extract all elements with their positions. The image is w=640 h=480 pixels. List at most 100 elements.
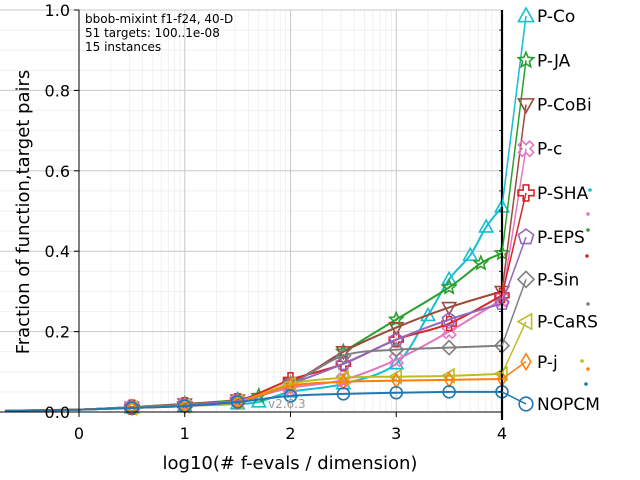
legend-label-NOPCM: NOPCM xyxy=(537,395,600,415)
marker-shape xyxy=(472,254,490,271)
version-label: v2.6.3 xyxy=(268,397,306,411)
marker-shape xyxy=(335,355,351,371)
series-marker xyxy=(472,254,490,271)
marker-shape xyxy=(494,287,510,304)
series-marker xyxy=(441,311,457,327)
marker-shape xyxy=(478,218,495,233)
marker-shape xyxy=(516,270,536,289)
marker-shape xyxy=(440,339,458,356)
x-tick-label: 2 xyxy=(285,424,295,443)
marker-shape xyxy=(391,372,402,390)
series-marker xyxy=(517,98,535,115)
series-marker xyxy=(232,393,243,411)
marker-shape xyxy=(516,312,533,331)
series-marker xyxy=(462,246,479,261)
info-line-2: 51 targets: 100..1e-08 xyxy=(85,26,220,40)
series-marker xyxy=(338,373,349,391)
legend-dot xyxy=(586,212,590,216)
marker-shape xyxy=(520,352,532,372)
series-marker xyxy=(388,341,405,358)
marker-shape xyxy=(517,184,535,202)
series-marker xyxy=(388,331,404,347)
marker-shape xyxy=(388,321,405,337)
series-marker xyxy=(517,228,535,245)
marker-shape xyxy=(336,387,351,401)
series-marker xyxy=(282,372,299,388)
legend-label-P-CaRS: P-CaRS xyxy=(537,313,598,333)
y-tick-label: 0.8 xyxy=(45,81,70,100)
marker-shape xyxy=(517,139,535,158)
y-tick-label: 1.0 xyxy=(45,1,70,20)
x-tick-label: 1 xyxy=(180,424,190,443)
series-marker xyxy=(517,184,535,202)
legend-connector-P-JA xyxy=(501,60,527,254)
marker-shape xyxy=(230,395,245,409)
legend-dot xyxy=(585,254,589,258)
marker-shape xyxy=(338,373,349,391)
marker-shape xyxy=(126,399,138,417)
series-marker xyxy=(494,287,510,304)
series-marker xyxy=(389,385,403,400)
legend-connector-P-CoBi xyxy=(501,104,527,292)
marker-shape xyxy=(517,6,535,23)
series-marker xyxy=(517,6,535,23)
legend-label-P-Sin: P-Sin xyxy=(537,270,579,290)
legend-label-P-SHA: P-SHA xyxy=(537,184,589,204)
series-marker xyxy=(441,301,458,317)
marker-shape xyxy=(232,393,243,411)
info-line-1: bbob-mixint f1-f24, 40-D xyxy=(85,12,233,26)
marker-shape xyxy=(282,372,299,388)
axes-frame xyxy=(0,10,504,420)
series-marker xyxy=(442,385,456,399)
y-axis-label: Fraction of function,target pairs xyxy=(13,70,34,355)
marker-shape xyxy=(517,98,535,115)
legend-connector-P-c xyxy=(501,148,527,300)
series-marker xyxy=(391,372,402,390)
series-marker xyxy=(478,218,495,233)
legend: P-Co P-JA P-CoBi P-c P-SHA P-EPS P-Sin P-CaRS P-… xyxy=(501,6,600,415)
series-marker xyxy=(336,387,351,401)
y-tick-label: 0.4 xyxy=(45,242,70,261)
series-marker xyxy=(283,389,298,403)
legend-dot xyxy=(586,228,590,232)
marker-shape xyxy=(388,331,404,347)
marker-shape xyxy=(125,401,139,415)
marker-shape xyxy=(441,301,458,317)
series-lines xyxy=(4,198,511,417)
series-marker xyxy=(518,396,534,412)
series-marker xyxy=(285,377,296,395)
series-marker xyxy=(441,270,458,286)
y-tick-label: 0.2 xyxy=(45,323,70,342)
series-marker xyxy=(335,347,352,364)
marker-shape xyxy=(285,377,296,395)
legend-connector-P-Co xyxy=(501,15,527,208)
legend-dot xyxy=(580,359,584,363)
marker-shape xyxy=(388,355,405,370)
axis-ticks: 0 1 2 3 4 0.0 0.2 0.4 0.6 0.8 1.0 xyxy=(45,1,508,443)
series-marker xyxy=(230,395,245,409)
marker-shape xyxy=(516,50,536,69)
series-line-NOPCM xyxy=(4,390,503,412)
x-tick-label: 0 xyxy=(74,424,84,443)
marker-shape xyxy=(283,389,298,403)
marker-shape xyxy=(442,385,456,399)
marker-shape xyxy=(441,270,458,286)
marker-shape xyxy=(517,228,535,245)
series-marker xyxy=(388,355,405,370)
marker-shape xyxy=(335,347,352,364)
info-line-3: 15 instances xyxy=(85,40,161,54)
x-tick-label: 3 xyxy=(391,424,401,443)
series-marker xyxy=(516,312,533,331)
marker-shape xyxy=(462,246,479,261)
legend-label-P-EPS: P-EPS xyxy=(537,228,585,248)
y-tick-label: 0.6 xyxy=(45,162,70,181)
legend-connector-P-CaRS xyxy=(501,321,527,375)
y-tick-label: 0.0 xyxy=(45,403,70,422)
series-marker xyxy=(388,321,405,337)
marker-shape xyxy=(440,278,458,295)
legend-connector-P-Sin xyxy=(501,279,527,346)
series-marker xyxy=(516,270,536,289)
legend-dot xyxy=(586,367,590,371)
series-marker xyxy=(335,355,351,371)
